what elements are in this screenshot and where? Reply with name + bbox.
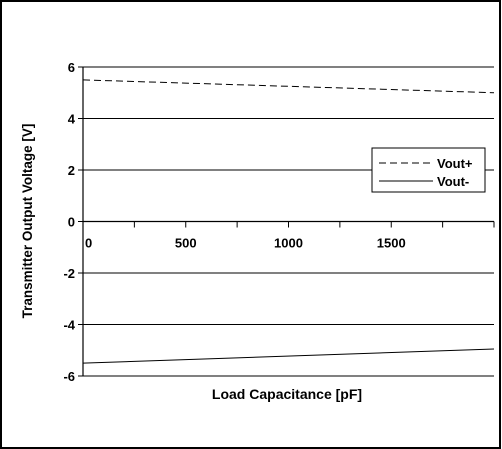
x-tick-label-1: 500: [175, 236, 197, 251]
y-tick-label-4: -2: [63, 266, 75, 281]
legend-box: [371, 147, 486, 193]
y-axis-label: Transmitter Output Voltage [V]: [20, 124, 35, 319]
series-line-vout-minus: [82, 348, 495, 364]
series-line-vout-plus: [82, 79, 495, 94]
x-tick-label-3: 1500: [377, 236, 406, 251]
grid-lines: [83, 66, 494, 377]
x-tick-label-2: 1000: [274, 236, 303, 251]
y-tick-label-6: -6: [63, 369, 75, 384]
legend-label-vout-plus: Vout+: [437, 156, 473, 171]
legend: Vout+ Vout-: [371, 147, 486, 193]
y-axis-ticks: 6 4 2 0 -2 -4 -6: [63, 60, 83, 384]
x-axis-label: Load Capacitance [pF]: [212, 386, 362, 402]
y-tick-label-3: 0: [68, 215, 75, 230]
x-axis-ticks: 0 500 1000 1500: [82, 221, 495, 251]
y-tick-label-1: 4: [68, 112, 76, 127]
y-tick-label-0: 6: [68, 60, 75, 75]
y-tick-label-5: -4: [63, 318, 75, 333]
y-tick-label-2: 2: [68, 163, 75, 178]
legend-label-vout-minus: Vout-: [437, 174, 469, 189]
series-group: [82, 79, 495, 364]
x-tick-label-0: 0: [85, 236, 92, 251]
